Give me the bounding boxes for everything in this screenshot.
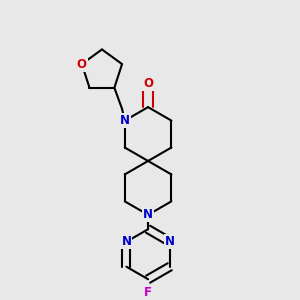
- Text: N: N: [143, 208, 153, 221]
- Text: N: N: [120, 114, 130, 127]
- Text: O: O: [143, 76, 153, 90]
- Text: O: O: [77, 58, 87, 70]
- Text: N: N: [165, 235, 175, 248]
- Text: N: N: [122, 235, 131, 248]
- Text: F: F: [144, 286, 152, 299]
